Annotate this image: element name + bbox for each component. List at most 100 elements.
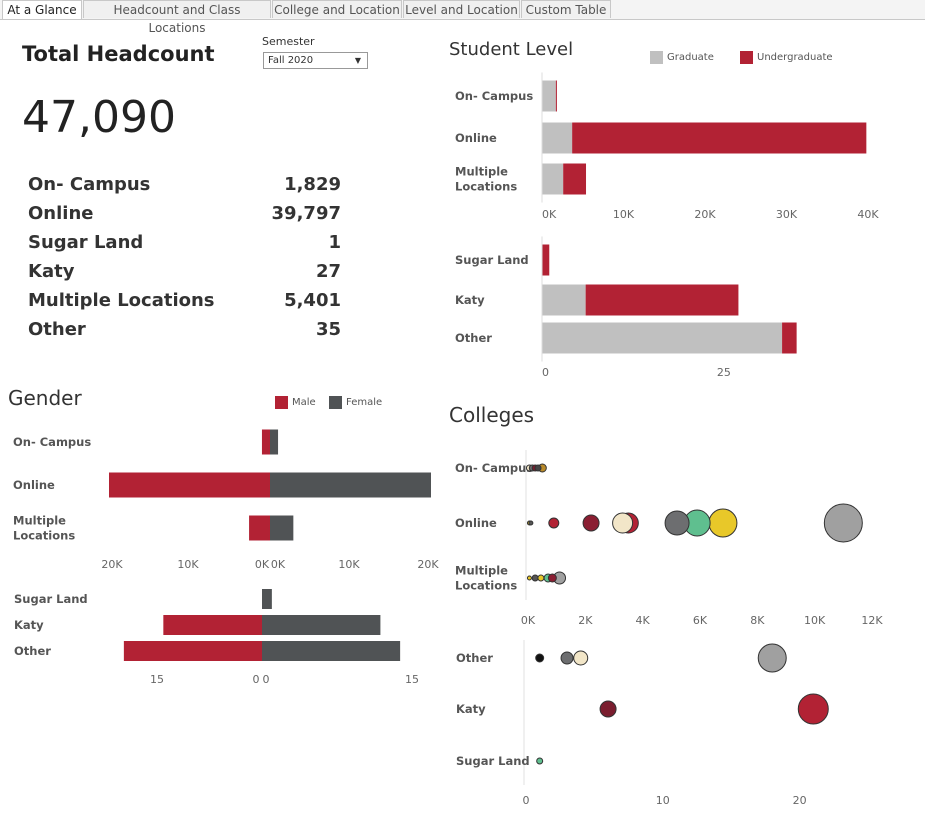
male-bar xyxy=(163,615,262,635)
college-bubble xyxy=(797,693,829,725)
gender-category-label: Locations xyxy=(13,529,75,543)
gender-axis-tick: 20K xyxy=(101,558,123,571)
location-label: Sugar Land xyxy=(28,232,144,253)
college-bubble xyxy=(582,514,600,532)
college-bubble xyxy=(560,651,574,665)
tab-level-and-location[interactable]: Level and Location xyxy=(403,0,520,18)
student-level-title: Student Level xyxy=(449,39,574,60)
student-level-axis-tick: 20K xyxy=(694,208,716,221)
male-legend-swatch xyxy=(275,396,288,409)
colleges-title: Colleges xyxy=(449,403,535,427)
student-level-axis-tick: 30K xyxy=(776,208,798,221)
colleges-category-label: Multiple xyxy=(455,564,508,578)
gender-category-label: On- Campus xyxy=(13,435,91,449)
undergraduate-bar xyxy=(542,244,550,276)
student-level-axis-tick: 10K xyxy=(613,208,635,221)
student-level-category-label: Other xyxy=(455,331,492,345)
gender-axis-tick: 0 xyxy=(253,673,260,686)
graduate-bar xyxy=(542,80,556,112)
location-label: Other xyxy=(28,319,86,340)
college-bubble xyxy=(708,508,738,538)
colleges-axis-tick: 2K xyxy=(578,614,593,627)
location-row: Katy 27 xyxy=(28,261,348,290)
male-bar xyxy=(249,515,270,541)
gender-category-label: Katy xyxy=(14,618,44,632)
college-bubble xyxy=(536,757,544,765)
female-bar xyxy=(262,615,381,635)
colleges-axis-tick: 20 xyxy=(793,794,807,807)
colleges-axis-tick: 8K xyxy=(750,614,765,627)
tab-at-a-glance[interactable]: At a Glance xyxy=(2,0,82,19)
student-level-axis-tick: 40K xyxy=(857,208,879,221)
student-level-category-label: Multiple xyxy=(455,165,508,179)
semester-label: Semester xyxy=(262,35,315,48)
location-value: 27 xyxy=(315,261,341,282)
gender-axis-tick: 0K xyxy=(271,558,286,571)
male-bar xyxy=(109,472,270,498)
college-bubble xyxy=(531,574,539,582)
college-bubble xyxy=(528,520,534,526)
location-value: 1 xyxy=(328,232,341,253)
location-label: Multiple Locations xyxy=(28,290,215,311)
total-headcount-title: Total Headcount xyxy=(22,42,215,66)
female-bar xyxy=(270,472,431,498)
college-bubble xyxy=(599,700,617,718)
college-bubble xyxy=(757,643,787,673)
student-level-category-label: Locations xyxy=(455,180,517,194)
location-headcount-list: On- Campus 1,829 Online 39,797 Sugar Lan… xyxy=(28,174,348,348)
chevron-down-icon: ▼ xyxy=(354,56,361,65)
gender-axis-tick: 10K xyxy=(338,558,360,571)
gender-title: Gender xyxy=(8,386,82,410)
male-bar xyxy=(123,641,262,661)
location-label: Katy xyxy=(28,261,75,282)
colleges-category-label: Online xyxy=(455,516,497,530)
college-bubble xyxy=(537,574,545,582)
undergraduate-bar xyxy=(585,284,739,316)
gender-axis-tick: 20K xyxy=(417,558,439,571)
female-legend-swatch xyxy=(329,396,342,409)
tab-custom-table[interactable]: Custom Table xyxy=(521,0,611,18)
gender-axis-tick: 15 xyxy=(405,673,419,686)
college-bubble xyxy=(548,517,560,529)
tab-headcount-and-class-locations[interactable]: Headcount and Class Locations xyxy=(83,0,271,35)
male-legend-label: Male xyxy=(292,397,316,408)
graduate-bar xyxy=(542,163,564,195)
student-level-category-label: Online xyxy=(455,131,497,145)
colleges-axis-tick: 10K xyxy=(804,614,826,627)
tab-college-and-location[interactable]: College and Location xyxy=(272,0,402,18)
semester-value: Fall 2020 xyxy=(268,55,314,66)
location-row: Multiple Locations 5,401 xyxy=(28,290,348,319)
female-legend-label: Female xyxy=(346,397,383,408)
student-level-category-label: Katy xyxy=(455,293,485,307)
graduate-bar xyxy=(542,322,783,354)
colleges-axis-tick: 6K xyxy=(693,614,708,627)
dashboard-tab-bar: At a Glance Headcount and Class Location… xyxy=(0,0,925,35)
female-bar xyxy=(270,429,279,455)
female-bar xyxy=(270,515,294,541)
college-bubble xyxy=(526,575,532,581)
gender-axis-tick: 15 xyxy=(150,673,164,686)
gender-category-label: Multiple xyxy=(13,514,66,528)
location-value: 5,401 xyxy=(284,290,341,311)
undergraduate-bar xyxy=(572,122,867,154)
colleges-axis-tick: 10 xyxy=(656,794,670,807)
colleges-axis-tick: 0 xyxy=(523,794,530,807)
location-row: On- Campus 1,829 xyxy=(28,174,348,203)
graduate-legend-swatch xyxy=(650,51,663,64)
location-label: Online xyxy=(28,203,94,224)
student-level-category-label: On- Campus xyxy=(455,89,533,103)
colleges-axis-tick: 12K xyxy=(861,614,883,627)
college-bubble xyxy=(535,653,545,663)
college-bubble xyxy=(823,503,863,543)
female-bar xyxy=(262,641,401,661)
graduate-legend-label: Graduate xyxy=(667,52,714,63)
student-level-axis-tick: 25 xyxy=(717,366,731,379)
colleges-category-label: Sugar Land xyxy=(456,754,530,768)
student-level-category-label: Sugar Land xyxy=(455,253,529,267)
college-bubble xyxy=(547,573,557,583)
gender-category-label: Sugar Land xyxy=(14,592,88,606)
undergraduate-bar xyxy=(555,80,557,112)
location-value: 35 xyxy=(315,319,341,340)
semester-dropdown[interactable]: Fall 2020 ▼ xyxy=(263,52,368,69)
